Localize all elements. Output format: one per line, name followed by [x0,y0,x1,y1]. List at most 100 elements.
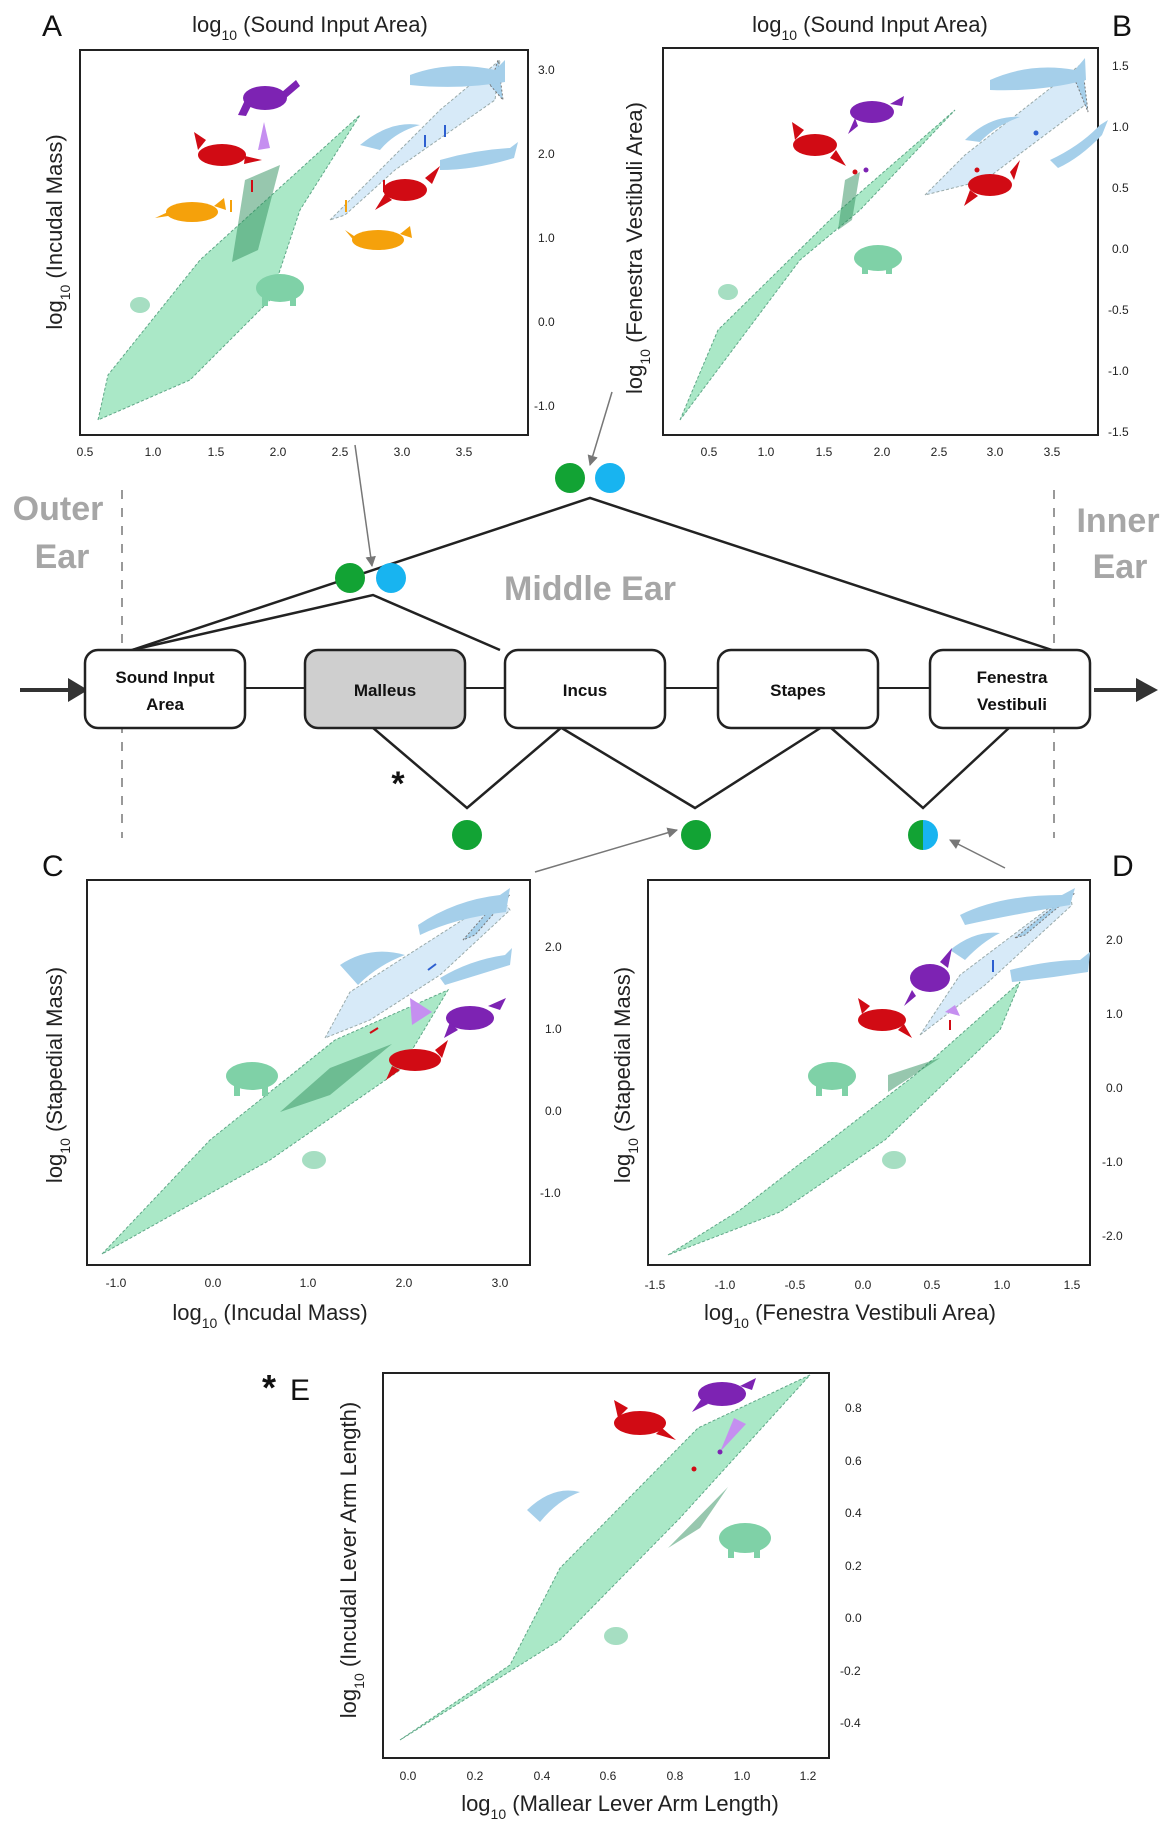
x-axis-title: log10 (Fenestra Vestibuli Area) [704,1300,996,1331]
tick-label: 3.0 [538,63,555,77]
inner-ear-label: Inner [1076,502,1159,540]
edge-stapes-fenestra [829,726,1011,810]
red-crocodilian [386,1040,448,1080]
y-axis-title: log10 (Incudal Mass) [42,134,73,329]
tick-label: 1.0 [145,445,162,459]
data-point [1033,130,1039,136]
purple-hull [720,1418,746,1452]
y-ticks: 0.8 0.6 0.4 0.2 0.0 -0.2 -0.4 [840,1401,862,1730]
tick-label: 0.0 [1106,1081,1123,1095]
connector-arrow [354,444,376,568]
plot-frame [86,879,531,1266]
svg-text:Vestibuli: Vestibuli [977,695,1047,714]
small-mammal [882,1151,906,1169]
tick-label: 0.5 [77,445,94,459]
tick-label: -0.2 [840,1664,861,1678]
tick-label: -1.0 [1108,364,1129,378]
purple-animal [904,948,952,1006]
data-point [691,1466,697,1472]
purple-hull [410,998,432,1025]
small-mammal [130,297,150,313]
small-mammal [604,1627,628,1645]
tick-label: 0.5 [1112,181,1129,195]
tick-label: 1.2 [800,1769,817,1783]
panel-e: * E log10 (Mallear Lever Arm Length) log… [262,1367,862,1822]
dolphin [340,951,405,985]
half-green-half-blue-dot [908,820,938,850]
svg-text:Fenestra: Fenestra [977,668,1048,687]
tick-label: 1.0 [545,1022,562,1036]
tick-label: 2.5 [931,445,948,459]
data-point [974,167,980,173]
tick-label: 1.5 [208,445,225,459]
x-ticks: 0.0 0.2 0.4 0.6 0.8 1.0 1.2 [400,1769,817,1783]
marker [369,1027,379,1034]
svg-text:Area: Area [146,695,184,714]
inner-hull [668,1487,728,1548]
tick-label: 1.0 [300,1276,317,1290]
red-crocodilian [792,122,846,166]
node-sound-input-area: Sound Input Area [83,648,247,730]
tick-label: 1.0 [994,1278,1011,1292]
plot-frame [662,47,1099,436]
tick-label: 3.0 [492,1276,509,1290]
green-dot [555,463,585,493]
x-ticks: -1.5 -1.0 -0.5 0.0 0.5 1.0 1.5 [645,1278,1081,1292]
small-mammal [302,1151,326,1169]
whale-2 [440,948,512,985]
tick-label: 0.4 [845,1506,862,1520]
tick-label: -1.0 [540,1186,561,1200]
tick-label: -1.5 [1108,425,1129,439]
tick-label: 0.0 [400,1769,417,1783]
blue-dot [595,463,625,493]
tick-label: -1.5 [645,1278,666,1292]
whale-2 [1010,952,1090,982]
node-fenestra-vestibuli: Fenestra Vestibuli [928,648,1092,730]
middle-ear-label: Middle Ear [504,570,676,608]
tick-label: 0.8 [667,1769,684,1783]
y-axis-title: log10 (Stapedial Mass) [610,967,641,1183]
ear-diagram: Outer Ear Middle Ear Inner Ear Sound Inp… [13,391,1160,873]
orange-animal [155,198,226,222]
whale [960,888,1075,925]
svg-text:Malleus: Malleus [354,681,416,700]
tick-label: 0.0 [1112,242,1129,256]
y-ticks: 2.0 1.0 0.0 -1.0 [540,940,562,1200]
purple-animal [238,80,300,116]
tick-label: 0.4 [534,1769,551,1783]
tick-label: -0.5 [1108,303,1129,317]
data-point [863,167,869,173]
edge-sound-fenestra [131,496,1053,652]
tick-label: 1.5 [1112,59,1129,73]
edge-incus-stapes [559,725,823,810]
tick-label: 2.0 [270,445,287,459]
tick-label: 0.5 [924,1278,941,1292]
red-crocodilian-2 [375,166,440,210]
boar [854,245,902,274]
panel-c: C log10 (Incudal Mass) log10 (Stapedial … [42,850,562,1331]
inner-hull [888,1058,940,1092]
placental-hull [101,988,450,1255]
y-axis-title: log10 (Fenestra Vestibuli Area) [622,102,653,394]
tick-label: 3.0 [394,445,411,459]
orange-animal-2 [345,226,412,250]
plot-frame [79,49,529,436]
dolphin [360,124,420,150]
cetacean-hull [323,895,511,1039]
tick-label: -1.0 [715,1278,736,1292]
x-axis-title: log10 (Incudal Mass) [172,1300,367,1331]
x-ticks: -1.0 0.0 1.0 2.0 3.0 [106,1276,509,1290]
marker [427,963,437,971]
purple-hull [258,122,270,150]
tick-label: -1.0 [534,399,555,413]
plot-frame [382,1372,830,1759]
green-dot [452,820,482,850]
tick-label: 3.5 [1044,445,1061,459]
green-dot [335,563,365,593]
tick-label: 1.0 [1112,120,1129,134]
tick-label: 1.5 [816,445,833,459]
boar [226,1062,278,1096]
tick-label: 2.0 [545,940,562,954]
connector-arrow [949,839,1006,869]
red-crocodilian-2 [964,160,1020,206]
